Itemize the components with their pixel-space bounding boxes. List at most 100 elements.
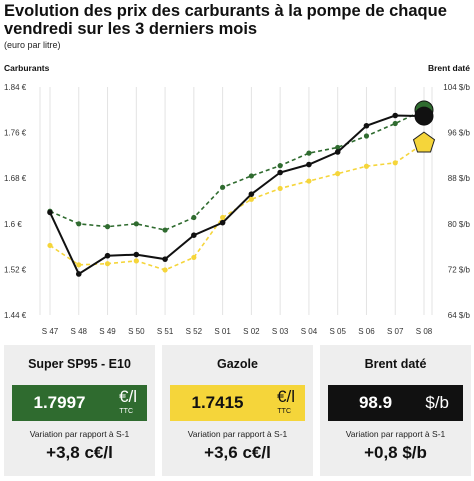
x-tick-label: S 52 bbox=[186, 327, 203, 336]
point-gazole bbox=[277, 185, 283, 192]
point-gazole bbox=[335, 171, 341, 177]
x-tick-label: S 49 bbox=[99, 327, 116, 336]
point-gazole bbox=[104, 261, 111, 267]
left-axis-ticks: 1.84 € 1.76 € 1.68 € 1.6 € 1.52 € 1.44 € bbox=[4, 83, 27, 320]
x-tick-label: S 08 bbox=[416, 327, 433, 336]
point-sp95 bbox=[133, 221, 139, 227]
card-brent-variation-value: +0,8 $/b bbox=[364, 443, 427, 462]
point-brent bbox=[392, 112, 399, 119]
page-title: Evolution des prix des carburants à la p… bbox=[4, 2, 447, 38]
point-sp95 bbox=[363, 133, 370, 139]
card-sp95-value-box: 1.7997 €/l TTC bbox=[12, 385, 147, 421]
chart-grid bbox=[39, 87, 433, 315]
x-tick-label: S 07 bbox=[387, 327, 404, 336]
right-tick-label: 72 $/b bbox=[448, 265, 471, 274]
card-gazole-variation-label: Variation par rapport à S-1 bbox=[187, 429, 288, 439]
card-brent-value: 98.9 bbox=[358, 393, 393, 412]
series-line-brent bbox=[49, 114, 425, 276]
card-gazole: Gazole 1.7415 €/l TTC Variation par rapp… bbox=[162, 345, 313, 476]
point-brent bbox=[104, 252, 111, 259]
right-tick-label: 104 $/b bbox=[443, 83, 470, 92]
card-gazole-value: 1.7415 bbox=[191, 393, 244, 412]
point-sp95 bbox=[191, 214, 197, 221]
chart-series bbox=[47, 100, 436, 277]
card-sp95-unit: €/l bbox=[119, 387, 137, 406]
card-gazole-name: Gazole bbox=[217, 357, 258, 371]
point-brent bbox=[306, 161, 312, 168]
right-axis-label: Brent daté bbox=[428, 63, 470, 73]
point-gazole bbox=[47, 242, 53, 249]
left-tick-label: 1.44 € bbox=[4, 311, 27, 320]
point-brent bbox=[248, 191, 255, 197]
point-brent bbox=[363, 122, 370, 129]
right-tick-label: 96 $/b bbox=[448, 129, 471, 138]
point-brent bbox=[277, 169, 283, 176]
point-sp95 bbox=[277, 163, 283, 169]
point-gazole bbox=[162, 267, 168, 273]
card-sp95-name: Super SP95 - E10 bbox=[28, 357, 131, 371]
point-sp95 bbox=[392, 120, 398, 127]
x-tick-label: S 05 bbox=[329, 327, 346, 336]
point-gazole bbox=[306, 178, 312, 184]
card-brent-unit: $/b bbox=[425, 393, 449, 412]
card-gazole-variation-value: +3,6 c€/l bbox=[204, 443, 271, 462]
point-gazole bbox=[133, 258, 139, 264]
right-tick-label: 80 $/b bbox=[448, 220, 471, 229]
point-brent bbox=[47, 209, 53, 216]
right-tick-label: 64 $/b bbox=[448, 311, 471, 320]
series-line-gazole bbox=[49, 142, 425, 271]
point-brent bbox=[162, 256, 168, 262]
point-sp95 bbox=[220, 184, 226, 190]
left-tick-label: 1.84 € bbox=[4, 83, 27, 92]
card-sp95-ttc: TTC bbox=[119, 408, 133, 415]
point-gazole bbox=[76, 262, 82, 268]
point-gazole bbox=[191, 254, 197, 261]
right-axis-ticks: 104 $/b 96 $/b 88 $/b 80 $/b 72 $/b 64 $/b bbox=[443, 83, 470, 320]
x-tick-label: S 48 bbox=[71, 327, 88, 336]
point-gazole bbox=[363, 163, 370, 169]
page-subtitle: (euro par litre) bbox=[4, 40, 61, 50]
point-brent bbox=[75, 271, 82, 277]
point-gazole bbox=[392, 160, 398, 166]
right-tick-label: 88 $/b bbox=[448, 174, 471, 183]
card-brent: Brent daté 98.9 $/b Variation par rappor… bbox=[320, 345, 471, 476]
card-brent-variation-label: Variation par rapport à S-1 bbox=[345, 429, 446, 439]
x-tick-label: S 03 bbox=[272, 327, 289, 336]
card-sp95-variation-label: Variation par rapport à S-1 bbox=[29, 429, 130, 439]
x-tick-label: S 50 bbox=[128, 327, 145, 336]
card-sp95-value: 1.7997 bbox=[33, 393, 86, 412]
point-gazole bbox=[412, 131, 436, 153]
point-sp95 bbox=[248, 173, 254, 179]
point-brent bbox=[334, 149, 341, 155]
card-brent-value-box: 98.9 $/b bbox=[328, 385, 463, 421]
x-tick-label: S 01 bbox=[214, 327, 231, 336]
x-tick-label: S 04 bbox=[301, 327, 318, 336]
point-gazole bbox=[220, 214, 226, 221]
point-sp95 bbox=[76, 221, 82, 227]
card-brent-name: Brent daté bbox=[364, 357, 427, 371]
x-tick-label: S 47 bbox=[42, 327, 59, 336]
left-tick-label: 1.52 € bbox=[4, 265, 27, 274]
point-brent bbox=[133, 251, 140, 258]
x-tick-label: S 02 bbox=[243, 327, 260, 336]
point-gazole bbox=[248, 196, 254, 202]
left-tick-label: 1.6 € bbox=[4, 220, 22, 229]
x-tick-label: S 06 bbox=[358, 327, 375, 336]
fuel-price-chart: Carburants Brent daté 1.84 € 1.76 € 1.68 €… bbox=[4, 63, 471, 336]
point-sp95 bbox=[162, 227, 168, 233]
card-sp95: Super SP95 - E10 1.7997 €/l TTC Variatio… bbox=[4, 345, 155, 476]
card-gazole-unit: €/l bbox=[277, 387, 295, 406]
point-sp95 bbox=[335, 144, 341, 151]
x-tick-label: S 51 bbox=[157, 327, 174, 336]
point-sp95 bbox=[306, 150, 312, 156]
series-line-sp95 bbox=[49, 109, 425, 231]
point-brent bbox=[191, 232, 197, 238]
left-axis-label: Carburants bbox=[4, 63, 50, 73]
card-gazole-value-box: 1.7415 €/l TTC bbox=[170, 385, 305, 421]
left-tick-label: 1.76 € bbox=[4, 129, 27, 138]
point-brent bbox=[414, 106, 434, 126]
left-tick-label: 1.68 € bbox=[4, 174, 27, 183]
point-brent bbox=[219, 219, 226, 226]
x-axis-ticks: S 47 S 48 S 49 S 50 S 51 S 52 S 01 S 02 S 03 S 04… bbox=[42, 327, 433, 336]
card-gazole-ttc: TTC bbox=[277, 408, 291, 415]
